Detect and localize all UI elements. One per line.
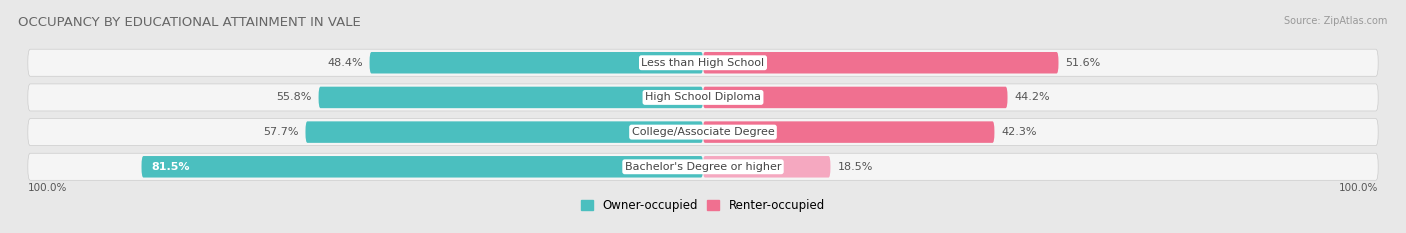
FancyBboxPatch shape [703, 121, 994, 143]
FancyBboxPatch shape [703, 156, 831, 178]
Text: Bachelor's Degree or higher: Bachelor's Degree or higher [624, 162, 782, 172]
Text: 81.5%: 81.5% [152, 162, 190, 172]
Text: 100.0%: 100.0% [28, 183, 67, 193]
Text: High School Diploma: High School Diploma [645, 93, 761, 103]
Text: College/Associate Degree: College/Associate Degree [631, 127, 775, 137]
FancyBboxPatch shape [28, 84, 1378, 111]
Text: Less than High School: Less than High School [641, 58, 765, 68]
FancyBboxPatch shape [319, 87, 703, 108]
FancyBboxPatch shape [703, 52, 1059, 73]
FancyBboxPatch shape [142, 156, 703, 178]
Text: 18.5%: 18.5% [838, 162, 873, 172]
Text: OCCUPANCY BY EDUCATIONAL ATTAINMENT IN VALE: OCCUPANCY BY EDUCATIONAL ATTAINMENT IN V… [18, 16, 361, 29]
FancyBboxPatch shape [703, 87, 1008, 108]
Text: 51.6%: 51.6% [1066, 58, 1101, 68]
FancyBboxPatch shape [28, 49, 1378, 76]
Legend: Owner-occupied, Renter-occupied: Owner-occupied, Renter-occupied [581, 199, 825, 212]
FancyBboxPatch shape [28, 119, 1378, 146]
Text: 44.2%: 44.2% [1014, 93, 1050, 103]
Text: 100.0%: 100.0% [1339, 183, 1378, 193]
Text: 57.7%: 57.7% [263, 127, 298, 137]
Text: 48.4%: 48.4% [328, 58, 363, 68]
Text: 42.3%: 42.3% [1001, 127, 1036, 137]
FancyBboxPatch shape [28, 153, 1378, 180]
FancyBboxPatch shape [370, 52, 703, 73]
FancyBboxPatch shape [305, 121, 703, 143]
Text: 55.8%: 55.8% [277, 93, 312, 103]
Text: Source: ZipAtlas.com: Source: ZipAtlas.com [1284, 16, 1388, 26]
